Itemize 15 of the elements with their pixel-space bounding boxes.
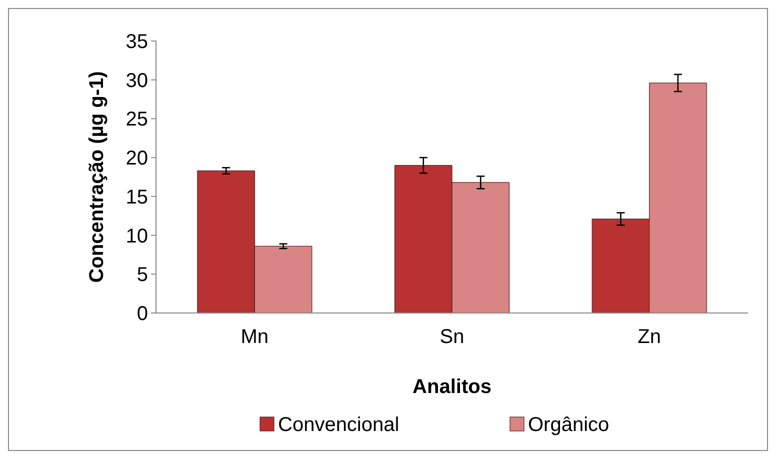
x-tick-label: Zn bbox=[638, 326, 662, 348]
y-tick-label: 25 bbox=[126, 108, 148, 131]
y-tick-label: 10 bbox=[126, 225, 148, 248]
y-tick-label: 15 bbox=[126, 186, 148, 208]
y-tick-label: 35 bbox=[126, 31, 148, 53]
x-tick-label: Mn bbox=[240, 326, 269, 348]
y-tick-label: 20 bbox=[126, 148, 148, 170]
x-tick-label: Sn bbox=[440, 326, 464, 348]
legend-label: Convencional bbox=[278, 414, 400, 436]
y-tick-label: 30 bbox=[126, 70, 148, 92]
y-tick-label: 0 bbox=[136, 303, 148, 325]
x-axis-title: Analitos bbox=[412, 376, 492, 398]
y-axis-title: Concentração (µg g-1) bbox=[86, 71, 108, 283]
y-tick-label: 5 bbox=[136, 264, 148, 286]
legend-label: Orgânico bbox=[528, 414, 610, 436]
